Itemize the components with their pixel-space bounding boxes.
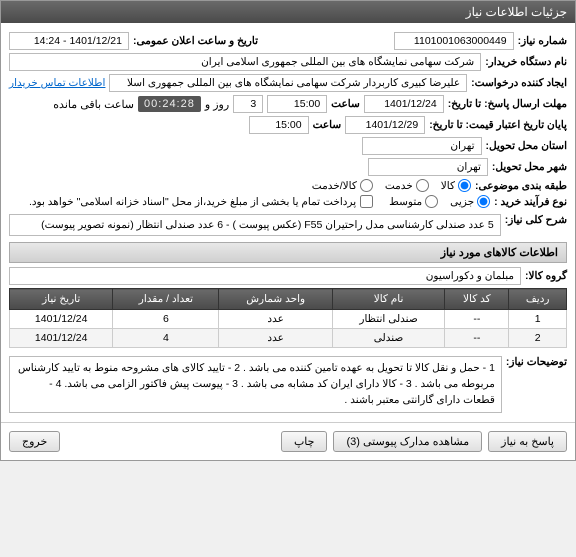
time-label-1: ساعت (331, 98, 360, 110)
th-unit: واحد شمارش (219, 289, 332, 310)
notes-label: توضیحات نیاز: (506, 356, 567, 368)
items-table: ردیف کد کالا نام کالا واحد شمارش تعداد /… (9, 288, 567, 348)
process-radio-group: جزیی متوسط (389, 195, 490, 208)
radio-service-input[interactable] (416, 179, 429, 192)
req-number-field: 1101001063000449 (394, 32, 514, 50)
process-label: نوع فرآیند خرید : (494, 196, 567, 208)
radio-goods-input[interactable] (458, 179, 471, 192)
radio-service[interactable]: خدمت (385, 179, 429, 192)
province-label: استان محل تحویل: (486, 140, 567, 152)
th-date: تاریخ نیاز (10, 289, 113, 310)
req-number-label: شماره نیاز: (518, 35, 567, 47)
validity-time-field: 15:00 (249, 116, 309, 134)
button-bar: پاسخ به نیاز مشاهده مدارک پیوستی (3) چاپ… (1, 422, 575, 460)
panel-content: شماره نیاز: 1101001063000449 تاریخ و ساع… (1, 23, 575, 422)
th-code: کد کالا (445, 289, 509, 310)
reply-button[interactable]: پاسخ به نیاز (488, 431, 567, 452)
buyer-label: نام دستگاه خریدار: (485, 56, 567, 68)
panel-title: جزئیات اطلاعات نیاز (1, 1, 575, 23)
validity-date-field: 1401/12/29 (345, 116, 425, 134)
exit-button[interactable]: خروج (9, 431, 60, 452)
city-label: شهر محل تحویل: (492, 161, 567, 173)
desc-field: 5 عدد صندلی کارشناسی مدل راحتیران F55 (ع… (9, 214, 501, 236)
buyer-field: شرکت سهامی نمایشگاه های بین المللی جمهور… (9, 53, 481, 71)
deadline-time-field: 15:00 (267, 95, 327, 113)
days-label: روز و (205, 98, 229, 111)
radio-goods-service-input[interactable] (360, 179, 373, 192)
class-radio-group: کالا خدمت کالا/خدمت (312, 179, 471, 192)
th-qty: تعداد / مقدار (113, 289, 219, 310)
days-field: 3 (233, 95, 263, 113)
table-row[interactable]: 2 -- صندلی عدد 4 1401/12/24 (10, 329, 567, 348)
class-label: طبقه بندی موضوعی: (475, 180, 567, 192)
radio-goods-service[interactable]: کالا/خدمت (312, 179, 373, 192)
payment-checkbox[interactable]: پرداخت تمام یا بخشی از مبلغ خرید،از محل … (29, 195, 373, 208)
payment-checkbox-input[interactable] (360, 195, 373, 208)
radio-medium[interactable]: متوسط (389, 195, 438, 208)
validity-label: پایان تاریخ اعتبار قیمت: تا تاریخ: (429, 119, 567, 131)
table-header-row: ردیف کد کالا نام کالا واحد شمارش تعداد /… (10, 289, 567, 310)
deadline-label: مهلت ارسال پاسخ: تا تاریخ: (448, 98, 567, 110)
radio-medium-input[interactable] (425, 195, 438, 208)
desc-label: شرح کلی نیاز: (505, 214, 567, 226)
creator-label: ایجاد کننده درخواست: (471, 77, 567, 89)
province-field: تهران (362, 137, 482, 155)
radio-partial-input[interactable] (477, 195, 490, 208)
group-field: مبلمان و دکوراسیون (9, 267, 521, 285)
creator-field: علیرضا کبیری کاربردار شرکت سهامی نمایشگا… (109, 74, 467, 92)
details-panel: جزئیات اطلاعات نیاز شماره نیاز: 11010010… (0, 0, 576, 461)
time-label-2: ساعت (313, 119, 342, 131)
notes-field: 1 - حمل و نقل کالا تا تحویل به عهده تامی… (9, 356, 502, 413)
countdown-timer: 00:24:28 (138, 96, 201, 112)
remaining-label: ساعت باقی مانده (53, 98, 134, 111)
radio-partial[interactable]: جزیی (450, 195, 490, 208)
city-field: تهران (368, 158, 488, 176)
deadline-date-field: 1401/12/24 (364, 95, 444, 113)
attachments-button[interactable]: مشاهده مدارک پیوستی (3) (333, 431, 482, 452)
print-button[interactable]: چاپ (281, 431, 328, 452)
th-name: نام کالا (332, 289, 445, 310)
group-label: گروه کالا: (525, 270, 567, 282)
table-row[interactable]: 1 -- صندلی انتظار عدد 6 1401/12/24 (10, 310, 567, 329)
announce-label: تاریخ و ساعت اعلان عمومی: (133, 35, 258, 47)
contact-link[interactable]: اطلاعات تماس خریدار (9, 77, 105, 89)
th-row: ردیف (509, 289, 567, 310)
items-section-header: اطلاعات کالاهای مورد نیاز (9, 242, 567, 263)
announce-field: 1401/12/21 - 14:24 (9, 32, 129, 50)
radio-goods[interactable]: کالا (441, 179, 471, 192)
